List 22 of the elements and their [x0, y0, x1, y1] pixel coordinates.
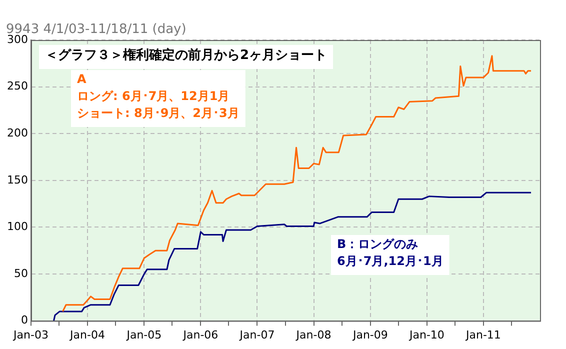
y-tick-label: 300	[6, 32, 28, 46]
annotation: ショート: 8月･9月、2月･3月	[76, 106, 240, 120]
x-tick-label: Jan-06	[182, 328, 218, 342]
text: A	[76, 72, 87, 86]
x-tick-label: Jan-05	[126, 328, 162, 342]
y-tick-label: 0	[20, 314, 28, 327]
x-tick-label: Jan-09	[352, 328, 388, 342]
x-tick-label: Jan-11	[465, 328, 501, 342]
series-label: B：ロングのみ	[336, 237, 418, 252]
text: ＜グラフ３＞権利確定の前月から2ヶ月ショート	[44, 46, 328, 63]
x-tick-label: Jan-04	[69, 328, 105, 342]
annotation: 6月･7月,12月･1月	[336, 254, 444, 268]
x-tick-label: Jan-07	[238, 328, 275, 342]
y-tick-label: 50	[14, 266, 28, 280]
x-tick-label: Jan-10	[408, 328, 444, 342]
annotation: ロング: 6月･7月、12月1月	[76, 89, 230, 104]
y-tick-label: 150	[6, 173, 28, 186]
y-tick-label: 200	[6, 126, 28, 140]
x-tick-label: Jan-08	[295, 328, 332, 342]
x-tick-label: Jan-03	[12, 328, 48, 342]
y-tick-label: 250	[6, 80, 28, 93]
y-tick-label: 100	[6, 220, 28, 234]
